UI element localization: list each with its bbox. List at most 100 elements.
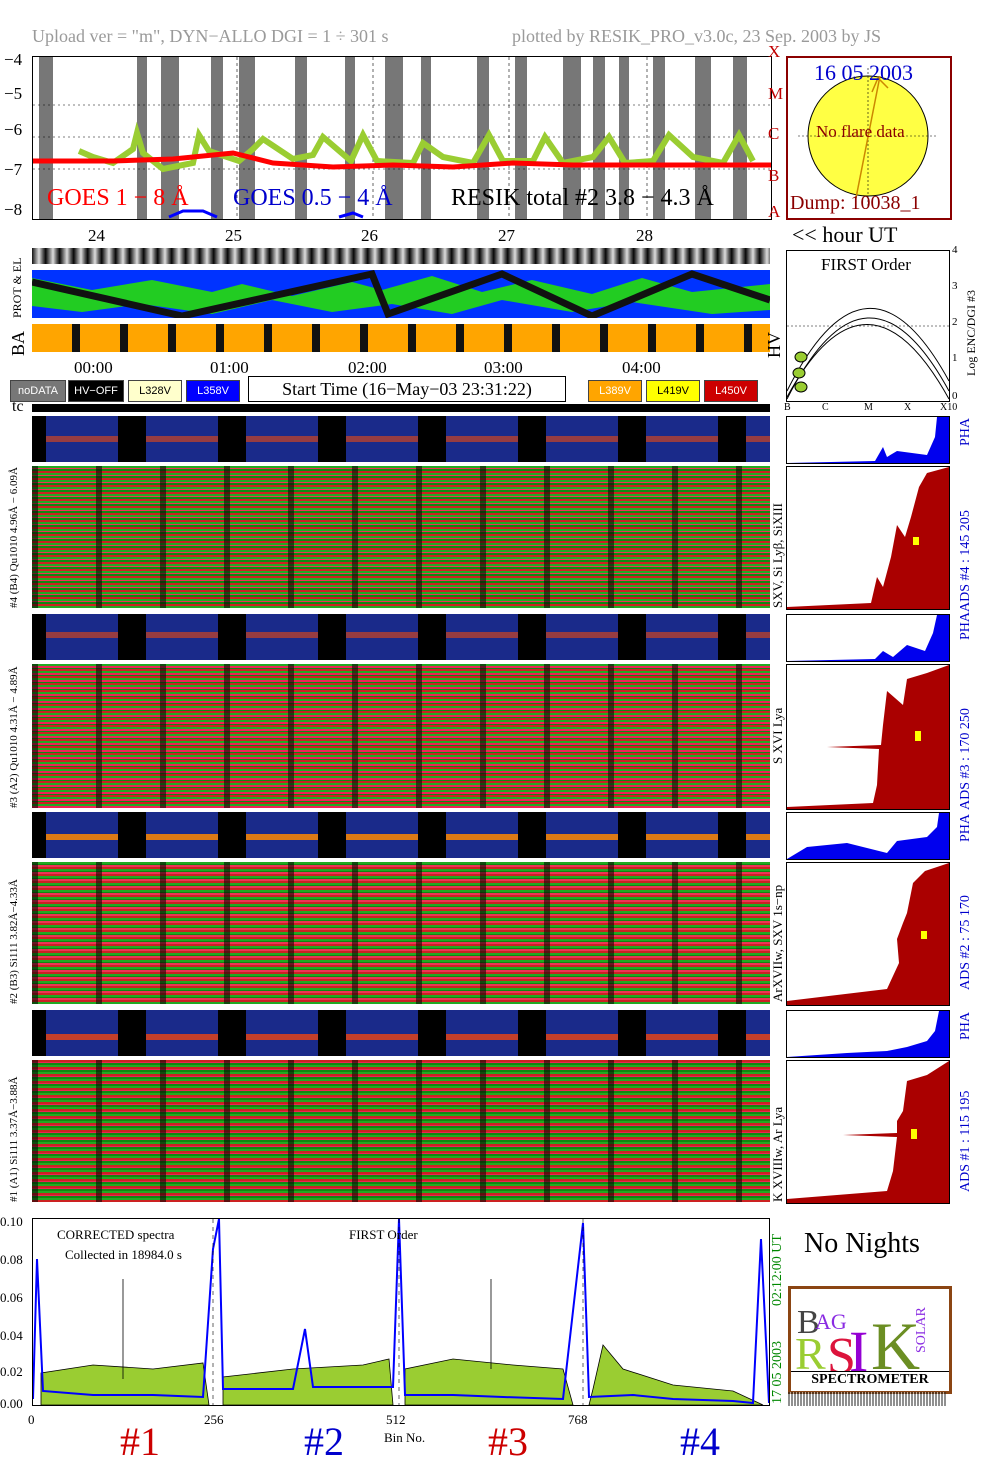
ads-spectrogram-3: [32, 664, 770, 808]
channel-2-label: #2 (B3) Si111 3.82Å−4.33Å: [8, 879, 20, 1004]
channel-3-line: S XVI Lya: [770, 707, 785, 764]
goes-panel: GOES 1 − 8 Å GOES 0.5 − 4 Å RESIK total …: [32, 56, 772, 220]
fo-xtick: M: [864, 402, 873, 413]
ba-label: BA: [8, 330, 28, 356]
first-order-panel: FIRST Order: [786, 250, 950, 402]
goes-curves: [33, 57, 771, 219]
fo-ylabel: Log ENC/DGI #3: [964, 290, 978, 376]
pha-profile-1: [786, 1010, 950, 1058]
spec-ytick: 0.06: [0, 1290, 23, 1305]
ads-spectrogram-4: [32, 466, 770, 608]
spectrum-annotation-corrected: CORRECTED spectra: [57, 1227, 175, 1242]
orbit-number: 24: [88, 226, 105, 245]
ads-profile-2: [786, 862, 950, 1006]
legend-hv-off: HV−OFF: [68, 380, 124, 402]
spec-ytick: 0.02: [0, 1364, 23, 1379]
fo-xtick: X: [904, 402, 912, 413]
time-tick: 01:00: [210, 358, 249, 377]
goes-class: C: [768, 124, 780, 143]
spec-ytick: 0.04: [0, 1328, 23, 1343]
ads-profile-4: [786, 466, 950, 610]
legend-l419v: L419V: [646, 380, 700, 402]
goes-class: A: [768, 202, 781, 221]
attitude-strip: [32, 248, 770, 264]
spec-ytick: 0.08: [0, 1252, 23, 1267]
hour-ut-label: << hour UT: [792, 222, 898, 247]
header-left: Upload ver = "m", DYN−ALLO DGI = 1 ÷ 301…: [32, 26, 389, 46]
start-time-box: Start Time (16−May−03 23:31:22): [248, 376, 566, 402]
particle-panel: [32, 270, 770, 318]
pha-profile-2: [786, 812, 950, 860]
goes-ytick: −6: [4, 120, 23, 139]
goes-class: X: [768, 42, 781, 61]
tc-bar: [32, 404, 770, 412]
svg-text:AG: AG: [815, 1309, 847, 1334]
svg-text:SOLAR: SOLAR: [914, 1306, 929, 1353]
spec-xlabel: Bin No.: [384, 1430, 426, 1445]
channel-1-label: #1 (A1) Si111 3.37Å−3.88Å: [8, 1076, 20, 1202]
pha-label-4: PHA: [958, 417, 973, 446]
channel-4-line: SXV, Si Lyβ, SiXIII: [770, 503, 785, 608]
ads-label-3: ADS #3 : 170 250: [958, 708, 973, 810]
pha-spectrogram-2: [32, 812, 770, 858]
spectrum-annotation-order: FIRST Order: [349, 1227, 418, 1242]
goes-long-label: GOES 1 − 8 Å: [47, 185, 189, 211]
fo-xtick: X10: [940, 402, 958, 413]
spectrum-side-date: 17 05 2003: [770, 1341, 785, 1404]
pha-spectrogram-4: [32, 416, 770, 462]
header-right: plotted by RESIK_PRO_v3.0c, 23 Sep. 2003…: [512, 26, 882, 46]
legend-l358v: L358V: [186, 380, 240, 402]
ba-strip: [32, 324, 770, 352]
ads-profile-1: [786, 1060, 950, 1204]
spectrum-annotation-collected: Collected in 18984.0 s: [65, 1247, 182, 1262]
time-tick: 02:00: [348, 358, 387, 377]
goes-class: M: [768, 84, 784, 103]
prot-el-label: PROT & EL: [10, 257, 24, 318]
spec-xtick: 768: [568, 1412, 588, 1427]
channel-4-label: #4 (B4) Qu1010 4.96Å − 6.09Å: [8, 467, 20, 608]
ads-label-4: ADS #4 : 145 205: [958, 510, 973, 612]
fo-xtick: B: [784, 402, 791, 413]
orbit-number: 26: [361, 226, 378, 245]
fo-ytick: 4: [952, 244, 958, 256]
goes-short-label: GOES 0.5 − 4 Å: [233, 185, 393, 211]
pha-profile-4: [786, 416, 950, 464]
spec-xtick: 512: [386, 1412, 406, 1427]
logo-footer-text: [788, 1392, 946, 1406]
ads-spectrogram-2: [32, 862, 770, 1004]
spectrum-plot: CORRECTED spectra Collected in 18984.0 s…: [32, 1218, 770, 1406]
fo-xtick: C: [822, 402, 829, 413]
legend-nodata: noDATA: [10, 380, 66, 402]
resik-total-label: RESIK total #2 3.8 − 4.3 Å: [451, 185, 714, 211]
detector-mark-2: #2: [304, 1419, 344, 1464]
goes-class: B: [768, 166, 780, 185]
svg-text:B: B: [797, 1304, 820, 1341]
no-nights-label: No Nights: [804, 1228, 920, 1259]
goes-ytick: −5: [4, 84, 23, 103]
ads-profile-3: [786, 664, 950, 810]
legend-l328v: L328V: [128, 380, 182, 402]
pha-spectrogram-3: [32, 614, 770, 660]
detector-mark-3: #3: [488, 1419, 528, 1464]
goes-ytick: −8: [4, 200, 23, 219]
time-tick: 00:00: [74, 358, 113, 377]
sun-dump: Dump: 10038_1: [790, 192, 921, 214]
resik-logo: B AG R S I K SOLAR SPECTROMETER: [788, 1286, 952, 1394]
spec-ytick: 0.00: [0, 1396, 23, 1411]
goes-ytick: −4: [4, 50, 23, 69]
goes-ytick: −7: [4, 160, 23, 179]
sun-status: No flare data: [816, 122, 905, 141]
fo-ytick: 3: [952, 280, 958, 292]
ads-spectrogram-1: [32, 1060, 770, 1202]
sun-disk: [798, 68, 938, 208]
channel-1-line: K XVIIIw, Ar Lya: [770, 1106, 785, 1202]
detector-mark-4: #4: [680, 1419, 720, 1464]
tc-label: tc: [12, 398, 24, 415]
orbit-number: 28: [636, 226, 653, 245]
sun-panel: 16 05 2003 No flare data Dump: 10038_1: [786, 56, 952, 220]
ads-label-2: ADS #2 : 75 170: [958, 895, 973, 990]
pha-label-2: PHA: [958, 813, 973, 842]
ads-label-1: ADS #1 : 115 195: [958, 1090, 973, 1192]
first-order-title: FIRST Order: [821, 255, 911, 274]
legend-l389v: L389V: [588, 380, 642, 402]
